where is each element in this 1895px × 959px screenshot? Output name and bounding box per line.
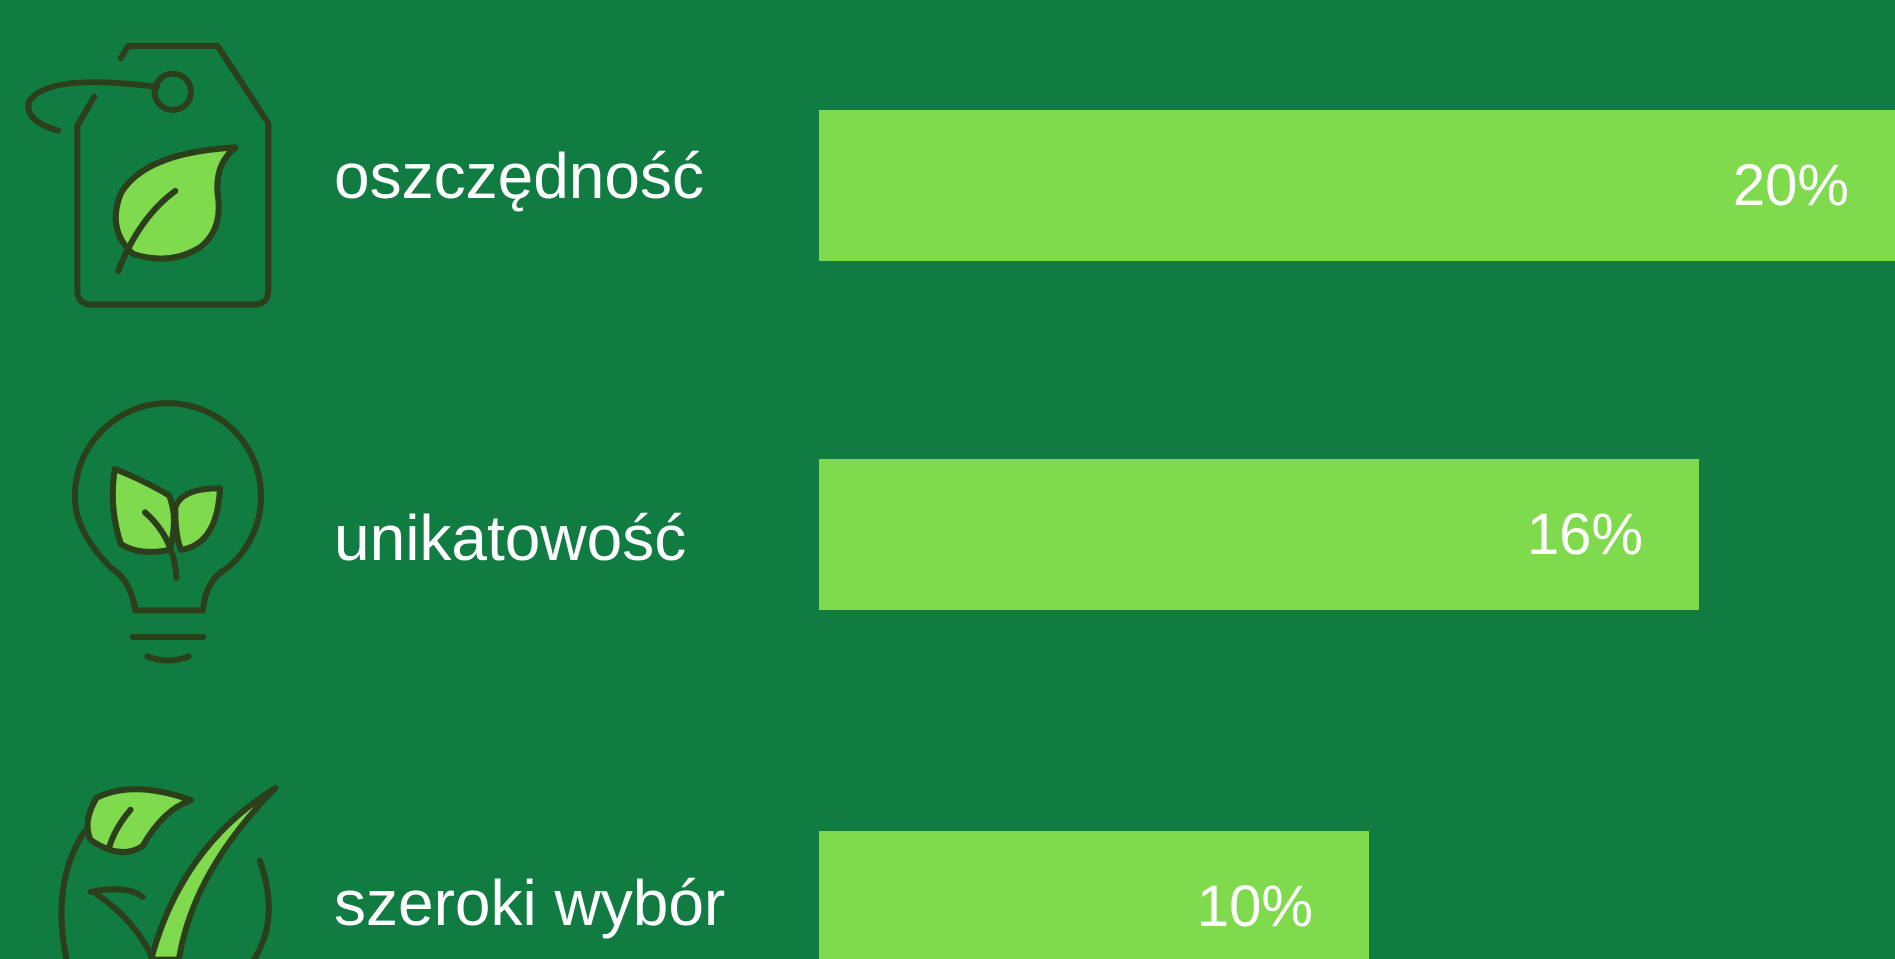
category-label: unikatowość	[334, 502, 686, 574]
value-label: 20%	[1733, 153, 1849, 218]
bar	[819, 110, 1895, 261]
tag-icon	[25, 42, 272, 308]
value-label: 16%	[1527, 502, 1643, 567]
leaf-icon	[58, 784, 279, 959]
icons	[25, 42, 279, 959]
value-label: 10%	[1197, 874, 1313, 939]
category-label: oszczędność	[334, 140, 704, 212]
category-label: szeroki wybór	[334, 867, 725, 939]
bulb-icon	[71, 400, 265, 664]
bar	[819, 831, 1369, 959]
bar	[819, 459, 1699, 610]
